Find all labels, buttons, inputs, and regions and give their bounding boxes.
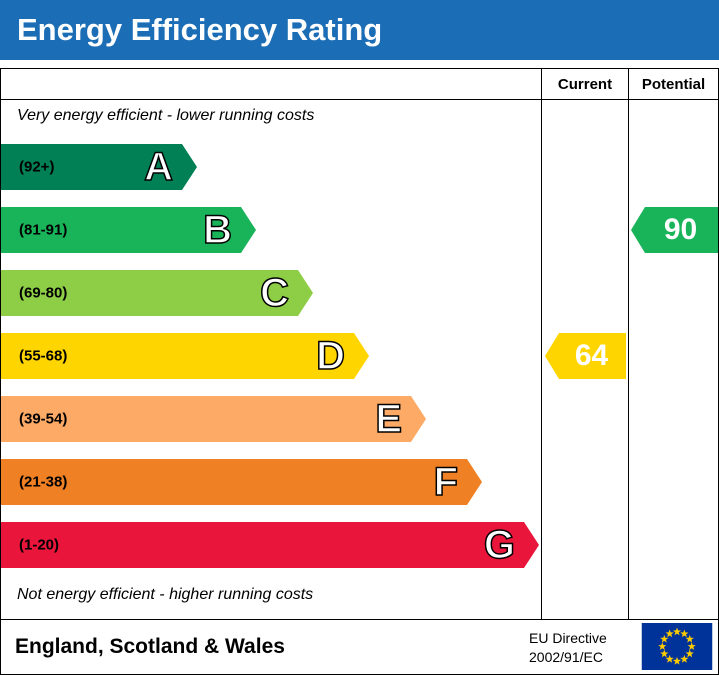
current-column-divider [541, 69, 542, 619]
band-f: (21-38) F [1, 459, 482, 505]
header-divider-line [1, 99, 718, 100]
eu-directive-line2: 2002/91/EC [529, 649, 603, 665]
eu-flag-star [685, 634, 694, 643]
page-title: Energy Efficiency Rating [17, 12, 383, 47]
potential-column-header: Potential [641, 75, 706, 93]
eu-flag-star [665, 629, 674, 638]
band-letter: C [260, 271, 289, 315]
band-letter: E [375, 397, 402, 441]
current-rating-value: 64 [574, 339, 609, 372]
eu-flag-star [672, 656, 682, 665]
band-g: (1-20) G [1, 522, 539, 568]
band-letter: G [483, 523, 515, 567]
top-note: Very energy efficient - lower running co… [17, 107, 315, 124]
band-range-label: (55-68) [19, 347, 68, 365]
band-e: (39-54) E [1, 396, 426, 442]
eu-flag-star [680, 654, 689, 663]
title-bar: Energy Efficiency Rating [0, 0, 719, 60]
band-letter: F [433, 460, 458, 504]
band-letter: A [144, 145, 173, 189]
band-d: (55-68) D [1, 333, 369, 379]
eu-flag [641, 623, 713, 670]
band-a: (92+) A [1, 144, 197, 190]
band-range-label: (81-91) [19, 221, 68, 239]
bottom-note: Not energy efficient - higher running co… [17, 586, 314, 603]
eu-directive-line1: EU Directive [529, 630, 607, 646]
eu-flag-star [658, 642, 667, 650]
footer-divider-line [1, 619, 718, 620]
band-b: (81-91) B [1, 207, 256, 253]
band-range-label: (39-54) [19, 410, 68, 428]
chart-frame: Current Potential Very energy efficient … [0, 68, 719, 675]
eu-flag-star [685, 649, 694, 658]
band-c: (69-80) C [1, 270, 313, 316]
band-range-label: (92+) [19, 158, 55, 176]
band-range-label: (69-80) [19, 284, 68, 302]
footer-region-label: England, Scotland & Wales [15, 635, 285, 658]
band-letter: B [203, 208, 232, 252]
eu-flag-star [665, 654, 674, 663]
current-rating-arrow: 64 [545, 333, 626, 379]
band-range-label: (21-38) [19, 473, 68, 491]
potential-rating-arrow: 90 [631, 207, 718, 253]
potential-column-divider [628, 69, 629, 619]
band-letter: D [316, 334, 345, 378]
eu-flag-star [680, 629, 689, 638]
current-column-header: Current [557, 75, 613, 93]
eu-flag-star [687, 642, 696, 650]
eu-directive-label: EU Directive 2002/91/EC [529, 629, 607, 667]
eu-flag-star [672, 627, 682, 636]
eu-flag-star [660, 634, 669, 643]
eu-flag-star [660, 649, 669, 658]
band-range-label: (1-20) [19, 536, 60, 554]
potential-rating-value: 90 [663, 213, 698, 246]
